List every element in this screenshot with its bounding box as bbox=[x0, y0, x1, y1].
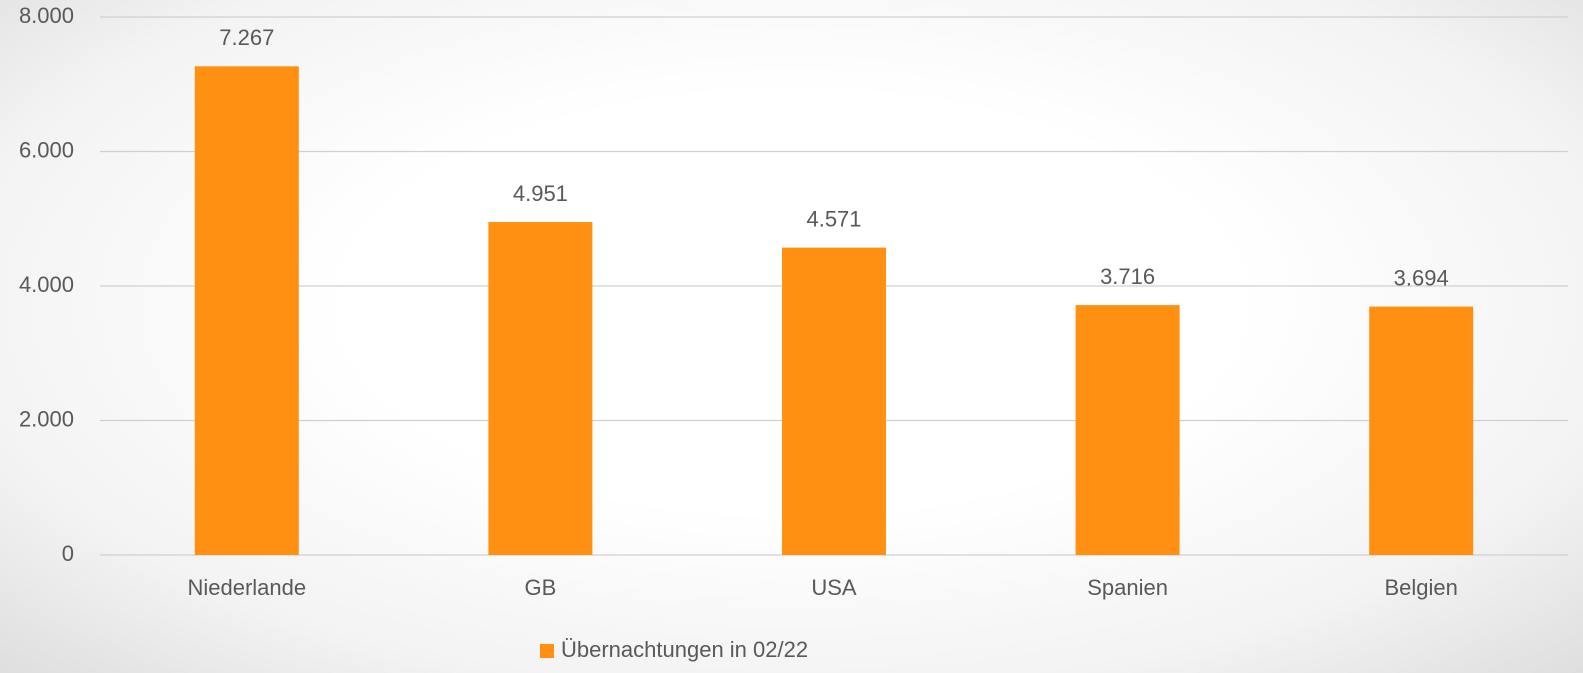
x-tick-label: USA bbox=[811, 575, 857, 600]
data-label: 3.716 bbox=[1100, 264, 1155, 289]
y-tick-label: 2.000 bbox=[19, 406, 74, 431]
data-label: 3.694 bbox=[1394, 265, 1449, 290]
bar bbox=[782, 247, 886, 555]
data-label: 7.267 bbox=[219, 25, 274, 50]
y-tick-label: 4.000 bbox=[19, 272, 74, 297]
bar bbox=[1075, 305, 1180, 555]
bar bbox=[488, 222, 593, 555]
legend-label: Übernachtungen in 02/22 bbox=[561, 637, 808, 662]
data-label: 4.951 bbox=[513, 181, 568, 206]
bar bbox=[194, 66, 299, 555]
y-tick-label: 0 bbox=[62, 541, 74, 566]
legend-swatch bbox=[540, 644, 554, 658]
x-tick-label: Spanien bbox=[1087, 575, 1168, 600]
bar bbox=[1369, 306, 1474, 555]
y-tick-label: 6.000 bbox=[19, 137, 74, 162]
x-tick-label: GB bbox=[525, 575, 557, 600]
y-tick-label: 8.000 bbox=[19, 3, 74, 28]
x-tick-label: Belgien bbox=[1385, 575, 1458, 600]
data-label: 4.571 bbox=[806, 206, 861, 231]
x-tick-label: Niederlande bbox=[187, 575, 306, 600]
